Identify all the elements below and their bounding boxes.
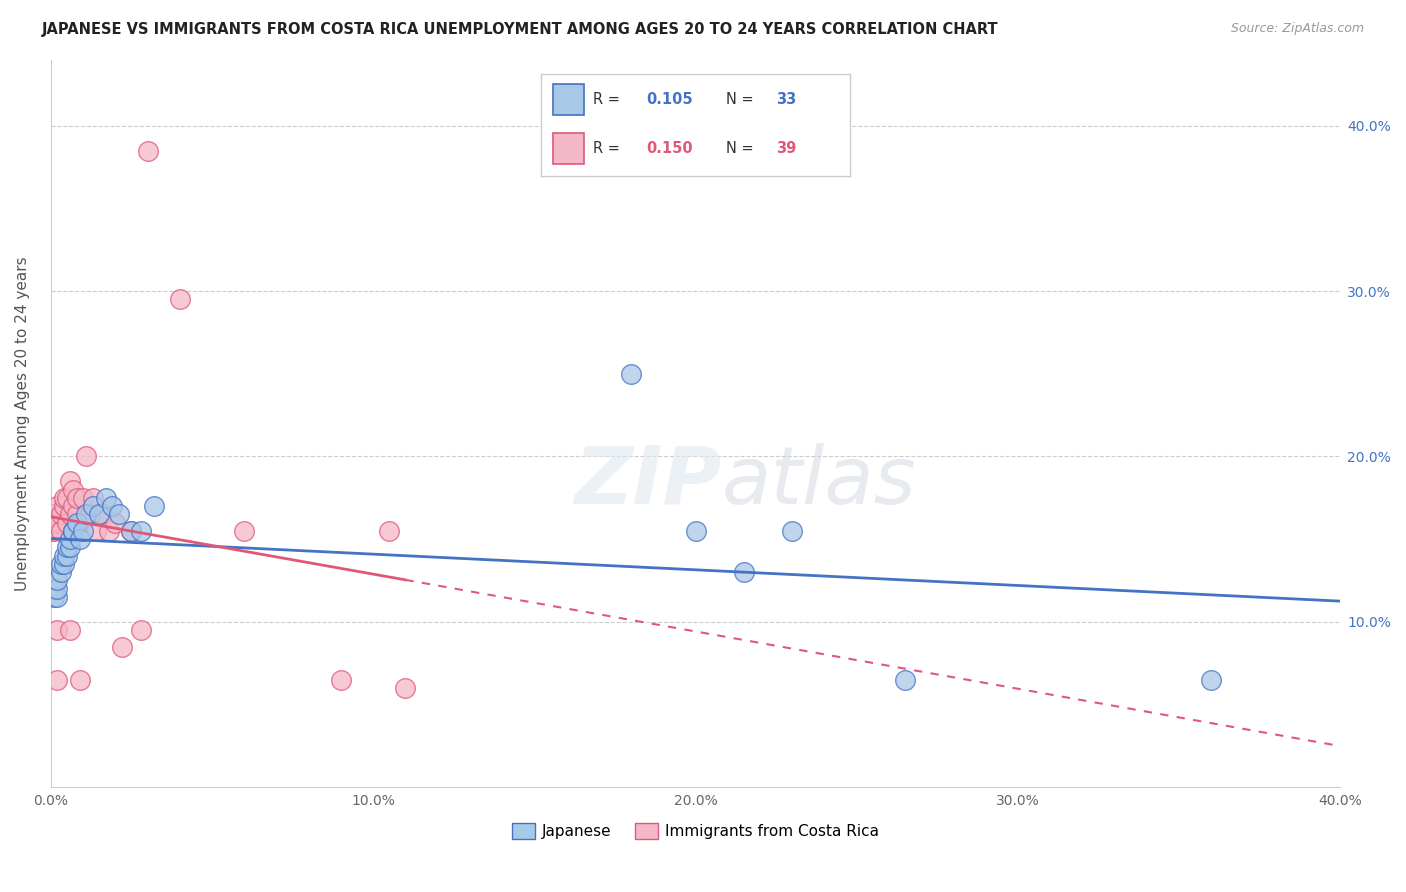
Point bbox=[46, 516, 69, 530]
Point bbox=[42, 582, 65, 596]
Text: Source: ZipAtlas.com: Source: ZipAtlas.com bbox=[1230, 22, 1364, 36]
Point bbox=[107, 508, 129, 522]
Point bbox=[685, 524, 707, 538]
Point bbox=[72, 524, 94, 538]
Point bbox=[94, 491, 117, 505]
Point bbox=[65, 491, 87, 505]
Point bbox=[75, 450, 97, 464]
Text: JAPANESE VS IMMIGRANTS FROM COSTA RICA UNEMPLOYMENT AMONG AGES 20 TO 24 YEARS CO: JAPANESE VS IMMIGRANTS FROM COSTA RICA U… bbox=[42, 22, 998, 37]
Point bbox=[82, 491, 104, 505]
Point bbox=[69, 673, 91, 687]
Point bbox=[129, 524, 152, 538]
Point bbox=[49, 524, 72, 538]
Point bbox=[79, 508, 101, 522]
Point bbox=[62, 499, 84, 513]
Y-axis label: Unemployment Among Ages 20 to 24 years: Unemployment Among Ages 20 to 24 years bbox=[15, 256, 30, 591]
Point bbox=[394, 681, 416, 695]
Point bbox=[42, 524, 65, 538]
Point bbox=[52, 549, 75, 563]
Point bbox=[46, 673, 69, 687]
Point bbox=[59, 623, 82, 637]
Point bbox=[129, 623, 152, 637]
Point bbox=[42, 590, 65, 604]
Point bbox=[59, 475, 82, 489]
Point bbox=[329, 673, 352, 687]
Point bbox=[378, 524, 401, 538]
Point bbox=[72, 491, 94, 505]
Point bbox=[49, 508, 72, 522]
Point bbox=[65, 516, 87, 530]
Point bbox=[1199, 673, 1222, 687]
Point bbox=[62, 524, 84, 538]
Point bbox=[52, 491, 75, 505]
Point bbox=[69, 532, 91, 546]
Point bbox=[120, 524, 142, 538]
Point bbox=[56, 491, 79, 505]
Point bbox=[620, 367, 643, 381]
Point bbox=[46, 574, 69, 588]
Point bbox=[56, 516, 79, 530]
Point bbox=[59, 541, 82, 555]
Text: atlas: atlas bbox=[721, 442, 917, 521]
Point bbox=[42, 508, 65, 522]
Point bbox=[56, 541, 79, 555]
Point bbox=[143, 499, 166, 513]
Point bbox=[56, 549, 79, 563]
Point bbox=[104, 516, 127, 530]
Text: ZIP: ZIP bbox=[574, 442, 721, 521]
Point bbox=[75, 508, 97, 522]
Point bbox=[233, 524, 256, 538]
Legend: Japanese, Immigrants from Costa Rica: Japanese, Immigrants from Costa Rica bbox=[506, 817, 886, 845]
Point bbox=[101, 499, 124, 513]
Point bbox=[46, 590, 69, 604]
Point bbox=[59, 532, 82, 546]
Point bbox=[780, 524, 803, 538]
Point bbox=[82, 499, 104, 513]
Point bbox=[52, 499, 75, 513]
Point bbox=[39, 524, 62, 538]
Point bbox=[136, 144, 159, 158]
Point bbox=[49, 557, 72, 571]
Point bbox=[84, 524, 107, 538]
Point bbox=[97, 524, 120, 538]
Point bbox=[49, 565, 72, 579]
Point bbox=[65, 508, 87, 522]
Point bbox=[59, 508, 82, 522]
Point bbox=[894, 673, 917, 687]
Point bbox=[62, 524, 84, 538]
Point bbox=[91, 508, 114, 522]
Point bbox=[120, 524, 142, 538]
Point bbox=[89, 508, 111, 522]
Point bbox=[733, 565, 755, 579]
Point bbox=[52, 557, 75, 571]
Point bbox=[69, 516, 91, 530]
Point bbox=[46, 623, 69, 637]
Point bbox=[169, 293, 191, 307]
Point bbox=[46, 499, 69, 513]
Point bbox=[111, 640, 134, 654]
Point bbox=[62, 483, 84, 497]
Point bbox=[46, 582, 69, 596]
